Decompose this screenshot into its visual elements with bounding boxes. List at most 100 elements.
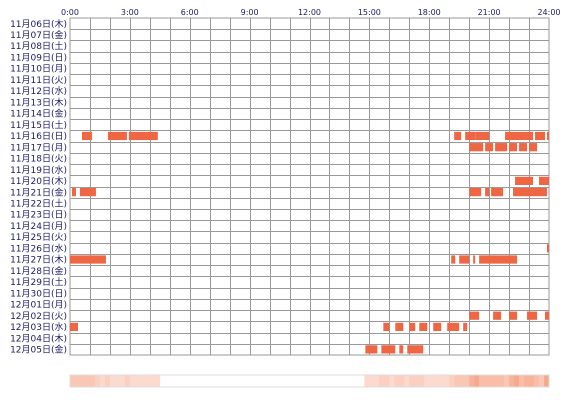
summary-cell xyxy=(384,375,390,387)
summary-cell xyxy=(99,375,106,387)
summary-strip xyxy=(69,374,550,388)
activity-bar xyxy=(495,143,508,152)
activity-bar xyxy=(545,311,549,320)
summary-cell xyxy=(119,375,126,387)
day-label: 12月04日(木) xyxy=(10,332,67,344)
summary-cell xyxy=(529,375,535,387)
summary-cell xyxy=(514,375,520,387)
summary-cell xyxy=(79,375,86,387)
activity-bar xyxy=(493,311,502,320)
summary-cell xyxy=(114,375,121,387)
activity-bar xyxy=(419,322,428,332)
summary-cell xyxy=(149,375,156,387)
plot-frame xyxy=(69,17,550,356)
activity-bar xyxy=(485,188,490,197)
day-label: 11月27日(木) xyxy=(10,254,67,266)
summary-cell xyxy=(89,375,96,387)
activity-bar xyxy=(509,311,518,320)
summary-cell xyxy=(84,375,91,387)
day-label: 12月03日(水) xyxy=(10,321,67,333)
activity-bar xyxy=(128,131,158,141)
activity-bar xyxy=(473,255,476,264)
activity-bar xyxy=(491,188,504,197)
activity-bar xyxy=(469,311,480,320)
day-label: 11月20日(木) xyxy=(10,175,67,187)
day-label: 11月15日(土) xyxy=(10,119,67,131)
activity-bar xyxy=(433,322,442,332)
summary-cell xyxy=(519,375,525,387)
summary-cell xyxy=(104,375,111,387)
day-label: 11月10日(月) xyxy=(10,64,67,75)
day-label: 12月01日(月) xyxy=(10,300,67,311)
summary-cell xyxy=(134,375,141,387)
summary-cell xyxy=(389,375,395,387)
day-label: 11月11日(火) xyxy=(10,75,67,86)
day-label: 11月28日(金) xyxy=(10,265,67,277)
summary-cell xyxy=(474,375,480,387)
day-label: 11月29日(土) xyxy=(10,276,67,288)
summary-cell xyxy=(109,375,116,387)
activity-bar xyxy=(383,322,390,332)
summary-cell xyxy=(94,375,101,387)
day-label: 11月30日(日) xyxy=(10,288,67,299)
day-label: 12月02日(火) xyxy=(10,311,67,322)
day-label: 11月23日(日) xyxy=(10,210,67,221)
activity-bar xyxy=(475,131,490,141)
activity-bar xyxy=(454,131,462,141)
activity-bar xyxy=(409,322,416,332)
activity-bar xyxy=(547,131,549,141)
activity-bar xyxy=(459,255,470,264)
x-tick-label: 18:00 xyxy=(418,8,441,17)
x-tick-label: 0:00 xyxy=(61,8,79,17)
activity-bar xyxy=(71,188,76,197)
summary-cell xyxy=(464,375,470,387)
activity-bar xyxy=(365,345,378,354)
summary-cell xyxy=(429,375,435,387)
summary-cell xyxy=(534,375,540,387)
activity-bar xyxy=(513,188,548,197)
summary-cell xyxy=(374,375,380,387)
activity-bar xyxy=(407,345,424,354)
summary-cell xyxy=(439,375,445,387)
activity-bar xyxy=(479,255,518,264)
activity-bar xyxy=(79,188,96,197)
summary-cell xyxy=(364,375,370,387)
day-label: 11月18日(火) xyxy=(10,154,67,165)
summary-cell xyxy=(544,375,550,387)
activity-bar xyxy=(527,311,538,320)
day-label: 11月09日(日) xyxy=(10,52,67,63)
summary-cell xyxy=(524,375,530,387)
day-label: 11月17日(月) xyxy=(10,142,67,153)
activity-bars xyxy=(70,131,549,354)
activity-bar xyxy=(509,143,518,152)
day-label: 11月25日(火) xyxy=(10,232,67,243)
x-axis-ticks: 0:00 3:00 6:00 9:00 12:00 15:00 18:00 21:00 24:0… xyxy=(61,8,561,17)
day-label: 11月14日(金) xyxy=(10,108,67,120)
activity-bar xyxy=(485,143,494,152)
activity-bar xyxy=(469,143,484,152)
x-tick-label: 9:00 xyxy=(241,8,259,17)
activity-bar xyxy=(81,131,92,141)
summary-cell xyxy=(434,375,440,387)
summary-cell xyxy=(144,375,151,387)
day-label: 11月26日(水) xyxy=(10,242,67,254)
summary-cell xyxy=(399,375,405,387)
activity-bar xyxy=(535,131,546,141)
summary-cell xyxy=(70,375,76,387)
summary-cell xyxy=(489,375,495,387)
summary-cell xyxy=(454,375,460,387)
x-tick-label: 3:00 xyxy=(121,8,139,17)
summary-cell xyxy=(154,375,161,387)
x-tick-label: 15:00 xyxy=(358,8,381,17)
activity-bar xyxy=(447,322,460,332)
day-label: 11月07日(金) xyxy=(10,29,67,41)
summary-cell xyxy=(444,375,450,387)
day-label: 11月16日(日) xyxy=(10,131,67,142)
day-label: 11月12日(水) xyxy=(10,85,67,97)
activity-bar xyxy=(451,255,456,264)
activity-bar xyxy=(465,131,476,141)
summary-cell xyxy=(379,375,385,387)
summary-cell xyxy=(369,375,375,387)
activity-bar xyxy=(539,176,549,185)
x-tick-label: 21:00 xyxy=(478,8,501,17)
